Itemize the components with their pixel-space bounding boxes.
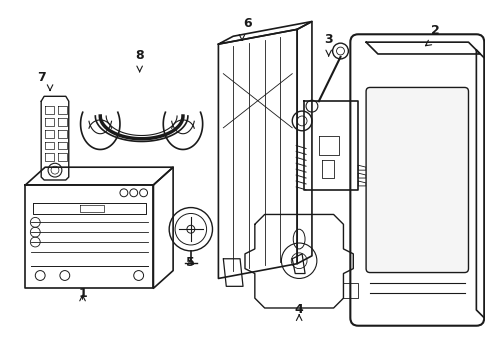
Text: 3: 3 bbox=[324, 33, 332, 46]
FancyBboxPatch shape bbox=[366, 87, 468, 273]
Text: 2: 2 bbox=[430, 24, 439, 37]
Text: 8: 8 bbox=[135, 49, 143, 62]
FancyBboxPatch shape bbox=[349, 34, 483, 326]
Text: 5: 5 bbox=[186, 256, 195, 269]
Text: 1: 1 bbox=[78, 287, 87, 300]
Text: 4: 4 bbox=[294, 303, 303, 316]
Text: 7: 7 bbox=[37, 71, 45, 84]
Text: 6: 6 bbox=[243, 17, 252, 30]
